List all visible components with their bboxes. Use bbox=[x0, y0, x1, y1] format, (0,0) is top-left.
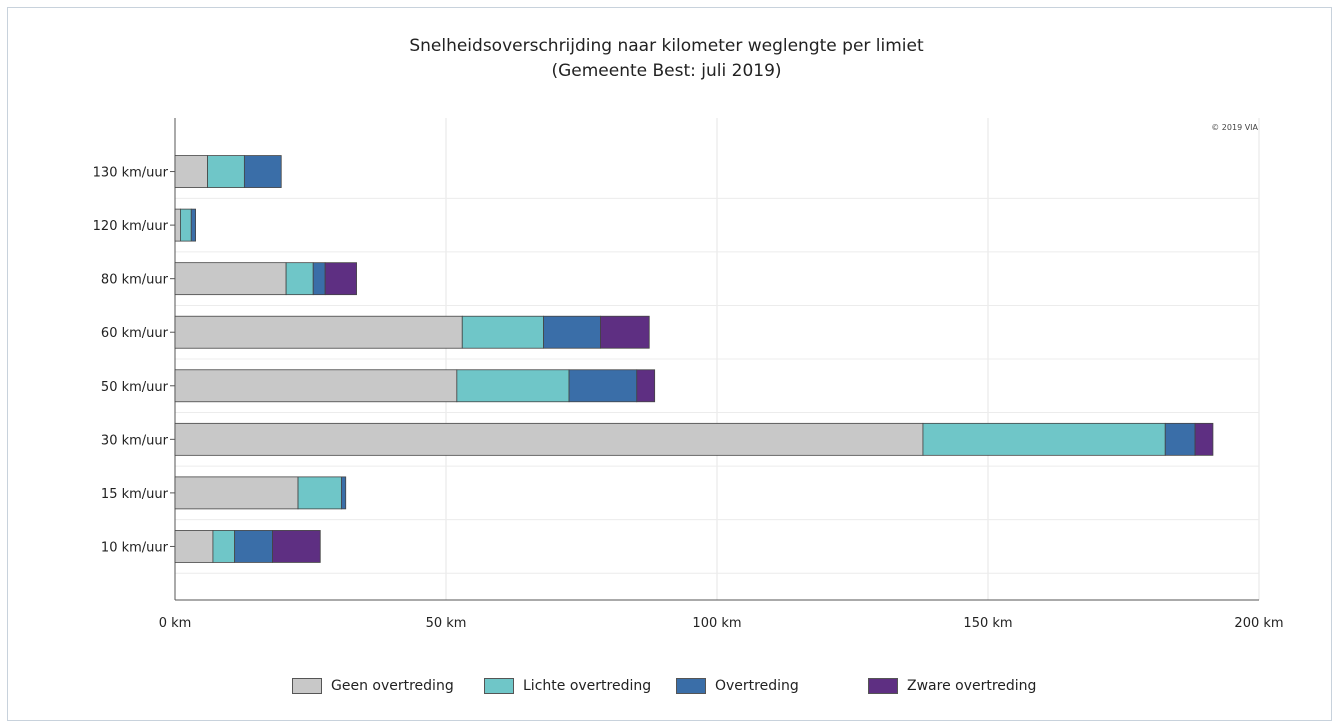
legend-item[interactable]: Zware overtreding bbox=[868, 675, 1036, 697]
bar-segment bbox=[207, 155, 245, 188]
bar-segment bbox=[340, 476, 347, 510]
bar-segment bbox=[243, 155, 282, 188]
bar-segment bbox=[174, 208, 181, 242]
bar-segment bbox=[297, 476, 342, 510]
chart-frame bbox=[7, 7, 1332, 721]
bar-segment bbox=[174, 476, 299, 510]
x-tick-label: 50 km bbox=[426, 616, 467, 631]
bar-segment bbox=[636, 369, 656, 403]
legend-item[interactable]: Geen overtreding bbox=[292, 675, 454, 697]
legend-swatch bbox=[292, 678, 322, 694]
legend-item[interactable]: Lichte overtreding bbox=[484, 675, 651, 697]
bar-segment bbox=[1164, 422, 1196, 456]
grid-lines bbox=[175, 118, 1260, 600]
x-tick-label: 200 km bbox=[1234, 616, 1283, 631]
chart-credit: © 2019 VIA bbox=[1211, 123, 1258, 132]
bar-segment bbox=[456, 369, 570, 403]
legend-label: Overtreding bbox=[715, 678, 799, 694]
legend-label: Lichte overtreding bbox=[523, 678, 652, 694]
bar-segment bbox=[600, 315, 650, 349]
x-tick-label: 100 km bbox=[692, 616, 741, 631]
bar-segment bbox=[174, 530, 214, 563]
bar-segment bbox=[174, 155, 208, 188]
bar-segment bbox=[190, 208, 196, 242]
legend-swatch bbox=[676, 678, 706, 694]
legend-label: Zware overtreding bbox=[907, 678, 1037, 694]
chart-title: Snelheidsoverschrijding naar kilometer w… bbox=[409, 36, 924, 56]
bar-segment bbox=[1194, 422, 1214, 456]
bar-segment bbox=[543, 315, 601, 349]
bar-segment bbox=[234, 530, 273, 563]
x-tick-label: 150 km bbox=[963, 616, 1012, 631]
chart-legend: Geen overtreding Lichte overtreding Overtr… bbox=[0, 675, 1333, 699]
y-tick-label: 50 km/uur bbox=[101, 380, 169, 395]
bar-segment bbox=[461, 315, 544, 349]
bar-segment bbox=[568, 369, 638, 403]
bar-segment bbox=[174, 315, 463, 349]
bar-segment bbox=[212, 530, 236, 563]
bar-segment bbox=[272, 530, 321, 563]
legend-item[interactable]: Overtreding bbox=[676, 675, 799, 697]
y-tick-label: 15 km/uur bbox=[101, 487, 169, 502]
bar-segment bbox=[922, 422, 1166, 456]
bar-segment bbox=[174, 262, 287, 296]
y-tick-label: 130 km/uur bbox=[93, 166, 169, 181]
y-tick-label: 120 km/uur bbox=[93, 219, 169, 234]
legend-swatch bbox=[484, 678, 514, 694]
y-tick-label: 30 km/uur bbox=[101, 433, 169, 448]
y-tick-label: 10 km/uur bbox=[101, 540, 169, 555]
legend-label: Geen overtreding bbox=[331, 678, 454, 694]
bar-segment bbox=[312, 262, 326, 296]
bar-segment bbox=[324, 262, 357, 296]
y-tick-label: 80 km/uur bbox=[101, 273, 169, 288]
chart-subtitle: (Gemeente Best: juli 2019) bbox=[551, 61, 782, 81]
bar-segment bbox=[285, 262, 314, 296]
bar-segment bbox=[174, 422, 924, 456]
x-tick-label: 0 km bbox=[159, 616, 192, 631]
bars bbox=[174, 155, 1214, 563]
chart-title-block: Snelheidsoverschrijding naar kilometer w… bbox=[0, 34, 1333, 84]
bar-segment bbox=[180, 208, 192, 242]
legend-swatch bbox=[868, 678, 898, 694]
y-tick-label: 60 km/uur bbox=[101, 326, 169, 341]
bar-segment bbox=[174, 369, 458, 403]
